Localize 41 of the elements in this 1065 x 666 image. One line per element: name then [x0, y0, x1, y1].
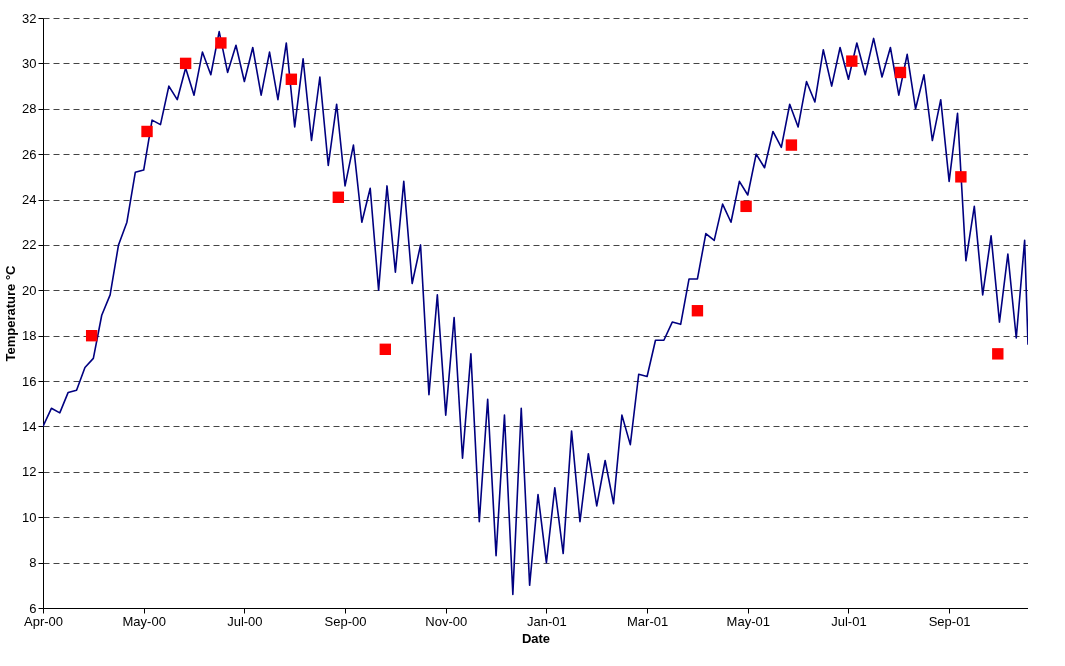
x-tick-label: Jan-01 — [527, 613, 567, 629]
point — [332, 191, 345, 203]
point — [379, 343, 392, 356]
y-tick-label: 12 — [22, 464, 37, 480]
y-axis-title: Temperature °C — [3, 264, 19, 362]
line-series — [43, 30, 1028, 596]
y-tick-label: 28 — [22, 101, 37, 117]
y-tick-label: 6 — [29, 600, 37, 616]
point — [955, 171, 967, 183]
x-tick-label: Apr-00 — [23, 613, 64, 629]
x-tick-label: May-01 — [726, 613, 770, 629]
point — [215, 37, 227, 49]
x-tick-label: Nov-00 — [425, 613, 468, 629]
y-tick-label: 30 — [22, 55, 37, 71]
x-tick-label: Sep-01 — [928, 613, 971, 629]
point — [894, 66, 907, 79]
point — [179, 57, 192, 70]
y-tick-label: 24 — [22, 192, 37, 208]
point — [141, 125, 153, 138]
point — [85, 329, 98, 342]
y-tick-label: 20 — [22, 282, 37, 298]
x-tick-label: May-00 — [122, 613, 166, 629]
point — [846, 55, 858, 67]
x-tick-label: Jul-00 — [227, 613, 263, 629]
x-tick-label: Mar-01 — [626, 613, 669, 629]
y-tick-label: 10 — [22, 509, 37, 525]
y-tick-label: 16 — [22, 373, 37, 389]
x-axis-title: Date — [521, 630, 551, 646]
x-tick-label: Sep-00 — [324, 613, 367, 629]
y-tick-label: 26 — [22, 146, 37, 162]
y-tick-label: 32 — [22, 10, 37, 26]
y-tick-label: 22 — [22, 237, 37, 253]
point — [285, 73, 298, 85]
point — [992, 348, 1004, 360]
point — [740, 200, 752, 213]
y-tick-label: 14 — [22, 418, 37, 434]
x-tick-label: Jul-01 — [831, 613, 867, 629]
y-tick-label: 18 — [22, 328, 37, 344]
point — [691, 305, 704, 317]
point — [785, 139, 798, 151]
y-tick-label: 8 — [29, 555, 37, 571]
